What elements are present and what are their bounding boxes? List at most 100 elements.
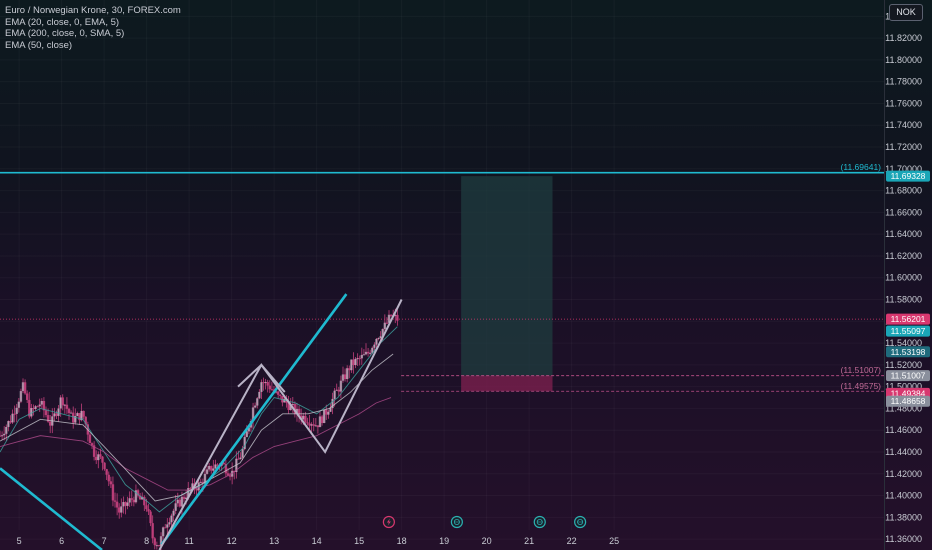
candle-body [5,426,8,434]
candle-body [239,457,242,460]
price-tag[interactable] [886,346,930,358]
indicator-ema200[interactable]: EMA (200, close, 0, SMA, 5) [5,28,125,40]
ema200-line[interactable] [0,397,392,491]
candle-body [141,496,144,500]
candle-body [383,322,387,330]
x-tick-label: 11 [184,536,193,546]
target-zone[interactable] [461,176,553,376]
candle-body [216,464,219,466]
candle-body [178,499,182,507]
candle-body [262,382,265,384]
candle-body [343,374,347,380]
candle-body [241,449,244,458]
price-tag[interactable] [886,313,930,325]
candle-body [247,427,251,432]
candle-body [299,415,303,420]
ema20-line[interactable] [0,326,398,513]
chart-grid [0,0,884,539]
candle-body [48,421,52,426]
trend-line[interactable] [160,293,348,546]
price-tag[interactable] [886,325,930,337]
zigzag-pattern[interactable] [158,299,403,550]
price-axis: 11.8400011.8200011.8000011.7800011.76000… [885,11,922,544]
candle-body [333,390,336,399]
candle-body [161,527,165,537]
candle-body [113,500,117,502]
candle-body [176,499,179,504]
currency-button[interactable]: NOK [889,4,923,21]
x-tick-label: 25 [609,536,619,546]
candle-body [226,473,230,476]
candle-body [203,473,207,484]
zigzag-leg[interactable] [260,364,286,393]
level-label: (11.49575) [841,381,882,391]
candle-body [72,412,75,423]
candle-body [136,490,140,496]
price-tag[interactable] [886,370,930,382]
candle-body [327,411,330,415]
y-tick-label: 11.40000 [885,491,922,501]
price-tag-label: 11.55097 [891,326,926,336]
ema50-line[interactable] [0,353,394,502]
candle-body [95,456,98,461]
candle-body [377,338,380,340]
candle-body [46,415,50,422]
candle-body [295,408,299,415]
symbol-title[interactable]: Euro / Norwegian Krone, 30, FOREX.com [5,5,181,16]
candle-body [44,410,48,416]
candle-body [103,462,106,470]
y-tick-label: 11.72000 [885,142,922,152]
candle-body [314,425,318,427]
candle-body [170,515,173,523]
candle-body [23,382,27,394]
candle-body [65,404,69,409]
candle-body [331,398,334,409]
candle-body [67,408,71,414]
x-tick-label: 20 [482,536,492,546]
stop-zone[interactable] [461,375,553,392]
candle-body [318,416,322,428]
y-tick-label: 11.46000 [885,425,922,435]
x-tick-label: 15 [354,536,364,546]
candle-body [387,314,391,323]
price-tags: 11.69328 11.56201 11.55097 11.53198 11.51007… [886,170,930,407]
moving-averages [0,326,398,513]
candle-body [0,435,2,437]
candle-body [291,403,295,405]
candle-body [358,358,361,360]
zigzag-leg[interactable] [237,364,263,388]
price-tag[interactable] [886,395,930,407]
candle-body [339,380,343,392]
candle-body [375,338,378,345]
indicator-ema50[interactable]: EMA (50, close) [5,39,73,51]
price-axis-divider [884,0,885,550]
candle-body [76,413,79,417]
candle-body [289,404,292,411]
candle-body [237,458,240,460]
price-tag-label: 11.51007 [891,371,926,381]
candle-body [147,509,150,512]
candle-body [21,382,25,392]
candle-body [251,407,255,422]
price-tag-label: 11.48658 [891,396,926,406]
candle-body [145,505,148,510]
trend-line[interactable] [0,467,103,550]
x-tick-label: 18 [397,536,407,546]
candle-body [362,354,366,356]
event-markers [382,515,587,529]
candle-body [199,481,202,483]
candle-body [57,408,60,416]
indicator-ema20[interactable]: EMA (20, close, 0, EMA, 5) [5,16,120,28]
y-tick-label: 11.60000 [885,273,922,283]
x-tick-label: 8 [144,536,149,546]
x-tick-label: 19 [439,536,449,546]
candle-body [283,398,286,403]
price-tag[interactable] [886,170,930,182]
candle-body [7,421,10,427]
candle-body [212,468,215,471]
y-tick-label: 11.70000 [885,164,922,174]
candle-body [256,398,259,406]
y-tick-label: 11.68000 [885,186,922,196]
candle-body [354,358,357,366]
